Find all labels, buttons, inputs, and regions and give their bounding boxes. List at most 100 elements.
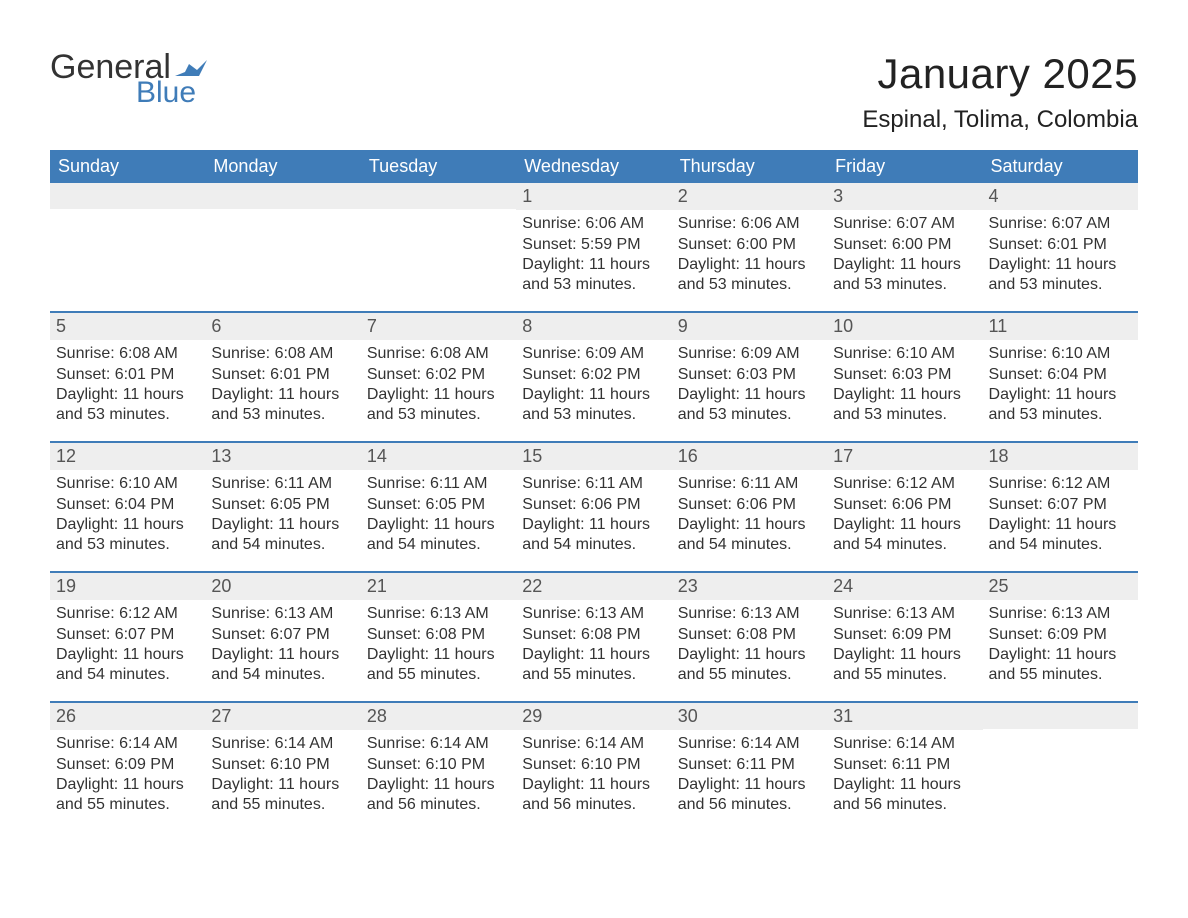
day-number: 20 <box>205 573 360 600</box>
sunset-text: Sunset: 6:01 PM <box>56 365 199 385</box>
sunset-text: Sunset: 6:10 PM <box>211 755 354 775</box>
sunset-text: Sunset: 6:06 PM <box>678 495 821 515</box>
sunset-text: Sunset: 6:10 PM <box>522 755 665 775</box>
day-number: 10 <box>827 313 982 340</box>
day-details: Sunrise: 6:09 AMSunset: 6:03 PMDaylight:… <box>672 340 827 434</box>
sunrise-text: Sunrise: 6:13 AM <box>522 604 665 624</box>
sunset-text: Sunset: 6:04 PM <box>989 365 1132 385</box>
day-cell: 19Sunrise: 6:12 AMSunset: 6:07 PMDayligh… <box>50 573 205 701</box>
day-number: 29 <box>516 703 671 730</box>
day-number: 8 <box>516 313 671 340</box>
day-number: 22 <box>516 573 671 600</box>
day-number: 23 <box>672 573 827 600</box>
daylight-text: Daylight: 11 hours and 53 minutes. <box>522 385 665 426</box>
sunrise-text: Sunrise: 6:13 AM <box>833 604 976 624</box>
daylight-text: Daylight: 11 hours and 54 minutes. <box>989 515 1132 556</box>
daylight-text: Daylight: 11 hours and 53 minutes. <box>989 385 1132 426</box>
daylight-text: Daylight: 11 hours and 53 minutes. <box>522 255 665 296</box>
day-number: 18 <box>983 443 1138 470</box>
day-number: 7 <box>361 313 516 340</box>
weekday-cell: Friday <box>827 150 982 183</box>
day-details: Sunrise: 6:13 AMSunset: 6:09 PMDaylight:… <box>983 600 1138 694</box>
day-cell: 6Sunrise: 6:08 AMSunset: 6:01 PMDaylight… <box>205 313 360 441</box>
sunset-text: Sunset: 6:00 PM <box>833 235 976 255</box>
day-details: Sunrise: 6:09 AMSunset: 6:02 PMDaylight:… <box>516 340 671 434</box>
day-cell: 13Sunrise: 6:11 AMSunset: 6:05 PMDayligh… <box>205 443 360 571</box>
logo: General Blue <box>50 50 211 108</box>
day-details: Sunrise: 6:12 AMSunset: 6:07 PMDaylight:… <box>50 600 205 694</box>
day-cell: 7Sunrise: 6:08 AMSunset: 6:02 PMDaylight… <box>361 313 516 441</box>
sunrise-text: Sunrise: 6:10 AM <box>56 474 199 494</box>
sunset-text: Sunset: 6:02 PM <box>367 365 510 385</box>
sunset-text: Sunset: 6:05 PM <box>211 495 354 515</box>
day-number: 21 <box>361 573 516 600</box>
day-number: 9 <box>672 313 827 340</box>
day-cell: 24Sunrise: 6:13 AMSunset: 6:09 PMDayligh… <box>827 573 982 701</box>
daylight-text: Daylight: 11 hours and 53 minutes. <box>678 255 821 296</box>
day-details: Sunrise: 6:11 AMSunset: 6:05 PMDaylight:… <box>205 470 360 564</box>
day-details: Sunrise: 6:14 AMSunset: 6:09 PMDaylight:… <box>50 730 205 824</box>
day-details: Sunrise: 6:07 AMSunset: 6:01 PMDaylight:… <box>983 210 1138 304</box>
day-cell: 30Sunrise: 6:14 AMSunset: 6:11 PMDayligh… <box>672 703 827 831</box>
day-cell: 11Sunrise: 6:10 AMSunset: 6:04 PMDayligh… <box>983 313 1138 441</box>
week-row: 12Sunrise: 6:10 AMSunset: 6:04 PMDayligh… <box>50 441 1138 571</box>
daylight-text: Daylight: 11 hours and 53 minutes. <box>56 515 199 556</box>
day-details: Sunrise: 6:06 AMSunset: 5:59 PMDaylight:… <box>516 210 671 304</box>
weekday-cell: Sunday <box>50 150 205 183</box>
day-number: 2 <box>672 183 827 210</box>
sunrise-text: Sunrise: 6:08 AM <box>367 344 510 364</box>
sunset-text: Sunset: 6:07 PM <box>989 495 1132 515</box>
empty-daynum-bar <box>205 183 360 209</box>
week-row: 19Sunrise: 6:12 AMSunset: 6:07 PMDayligh… <box>50 571 1138 701</box>
daylight-text: Daylight: 11 hours and 55 minutes. <box>211 775 354 816</box>
daylight-text: Daylight: 11 hours and 56 minutes. <box>522 775 665 816</box>
day-cell: 26Sunrise: 6:14 AMSunset: 6:09 PMDayligh… <box>50 703 205 831</box>
daylight-text: Daylight: 11 hours and 55 minutes. <box>367 645 510 686</box>
day-details: Sunrise: 6:08 AMSunset: 6:02 PMDaylight:… <box>361 340 516 434</box>
sunrise-text: Sunrise: 6:08 AM <box>211 344 354 364</box>
sunrise-text: Sunrise: 6:12 AM <box>56 604 199 624</box>
day-cell <box>361 183 516 311</box>
sunrise-text: Sunrise: 6:07 AM <box>833 214 976 234</box>
sunrise-text: Sunrise: 6:09 AM <box>678 344 821 364</box>
day-details: Sunrise: 6:12 AMSunset: 6:07 PMDaylight:… <box>983 470 1138 564</box>
day-number: 13 <box>205 443 360 470</box>
sunset-text: Sunset: 6:04 PM <box>56 495 199 515</box>
day-cell: 3Sunrise: 6:07 AMSunset: 6:00 PMDaylight… <box>827 183 982 311</box>
sunset-text: Sunset: 6:09 PM <box>56 755 199 775</box>
sunset-text: Sunset: 6:06 PM <box>522 495 665 515</box>
day-number: 3 <box>827 183 982 210</box>
sunrise-text: Sunrise: 6:10 AM <box>833 344 976 364</box>
day-number: 19 <box>50 573 205 600</box>
sunset-text: Sunset: 6:02 PM <box>522 365 665 385</box>
day-number: 14 <box>361 443 516 470</box>
day-cell: 29Sunrise: 6:14 AMSunset: 6:10 PMDayligh… <box>516 703 671 831</box>
daylight-text: Daylight: 11 hours and 54 minutes. <box>522 515 665 556</box>
day-cell: 18Sunrise: 6:12 AMSunset: 6:07 PMDayligh… <box>983 443 1138 571</box>
daylight-text: Daylight: 11 hours and 55 minutes. <box>989 645 1132 686</box>
sunrise-text: Sunrise: 6:06 AM <box>678 214 821 234</box>
weekday-cell: Thursday <box>672 150 827 183</box>
weeks-container: 1Sunrise: 6:06 AMSunset: 5:59 PMDaylight… <box>50 183 1138 831</box>
sunrise-text: Sunrise: 6:13 AM <box>989 604 1132 624</box>
sunrise-text: Sunrise: 6:14 AM <box>367 734 510 754</box>
empty-daynum-bar <box>983 703 1138 729</box>
day-number: 30 <box>672 703 827 730</box>
day-cell: 5Sunrise: 6:08 AMSunset: 6:01 PMDaylight… <box>50 313 205 441</box>
day-number: 31 <box>827 703 982 730</box>
sunrise-text: Sunrise: 6:09 AM <box>522 344 665 364</box>
empty-daynum-bar <box>50 183 205 209</box>
day-cell: 23Sunrise: 6:13 AMSunset: 6:08 PMDayligh… <box>672 573 827 701</box>
day-cell <box>50 183 205 311</box>
sunset-text: Sunset: 6:11 PM <box>678 755 821 775</box>
day-details: Sunrise: 6:13 AMSunset: 6:09 PMDaylight:… <box>827 600 982 694</box>
sunset-text: Sunset: 6:01 PM <box>211 365 354 385</box>
day-details: Sunrise: 6:13 AMSunset: 6:08 PMDaylight:… <box>361 600 516 694</box>
day-number: 12 <box>50 443 205 470</box>
sunset-text: Sunset: 6:09 PM <box>833 625 976 645</box>
weekday-cell: Saturday <box>983 150 1138 183</box>
sunset-text: Sunset: 6:07 PM <box>211 625 354 645</box>
day-details: Sunrise: 6:12 AMSunset: 6:06 PMDaylight:… <box>827 470 982 564</box>
sunrise-text: Sunrise: 6:08 AM <box>56 344 199 364</box>
title-block: January 2025 Espinal, Tolima, Colombia <box>862 50 1138 134</box>
